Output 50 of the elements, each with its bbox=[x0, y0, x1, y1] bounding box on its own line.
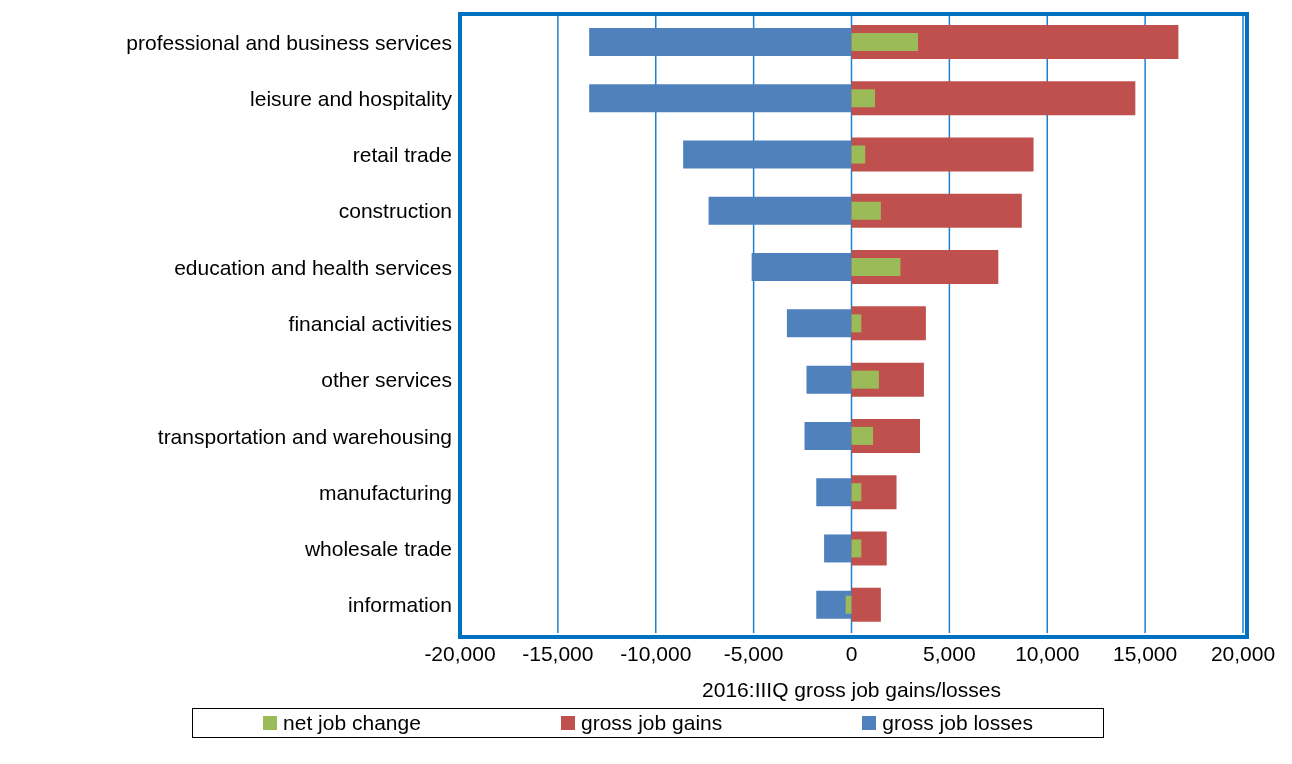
y-tick-label: other services bbox=[321, 368, 452, 392]
bar bbox=[851, 33, 919, 51]
bar bbox=[851, 370, 879, 389]
y-tick-label: manufacturing bbox=[318, 480, 452, 504]
x-tick-label: 10,000 bbox=[1015, 642, 1080, 665]
bar bbox=[804, 421, 852, 450]
x-tick-label: 20,000 bbox=[1210, 642, 1276, 665]
y-tick-label: information bbox=[348, 593, 452, 617]
bar bbox=[786, 309, 852, 338]
y-tick-label: professional and business services bbox=[126, 30, 452, 54]
y-tick-label: wholesale trade bbox=[303, 537, 452, 561]
bar bbox=[845, 595, 852, 614]
bar bbox=[851, 483, 862, 502]
y-tick-label: financial activities bbox=[288, 311, 452, 335]
legend-label: net job change bbox=[282, 711, 421, 735]
bar bbox=[851, 193, 1022, 228]
bar bbox=[851, 306, 926, 341]
bar bbox=[816, 478, 852, 507]
x-tick-label: -20,000 bbox=[424, 642, 496, 665]
bar bbox=[851, 314, 862, 333]
y-tick-label: retail trade bbox=[352, 143, 452, 167]
bar bbox=[683, 140, 852, 169]
bar bbox=[851, 258, 901, 277]
bar bbox=[851, 145, 866, 164]
bar bbox=[851, 81, 1136, 116]
bar bbox=[806, 365, 852, 394]
x-tick-label: -15,000 bbox=[522, 642, 594, 665]
legend-label: gross job gains bbox=[580, 711, 723, 735]
x-tick-label: 5,000 bbox=[923, 642, 976, 665]
y-tick-label: education and health services bbox=[174, 255, 452, 279]
bar bbox=[851, 89, 875, 108]
bar bbox=[589, 28, 852, 56]
x-axis-title: 2016:IIIQ gross job gains/losses bbox=[702, 678, 1001, 701]
y-tick-label: transportation and warehousing bbox=[157, 424, 452, 448]
y-tick-label: construction bbox=[338, 199, 452, 223]
bar bbox=[589, 84, 852, 113]
x-tick-label: 15,000 bbox=[1113, 642, 1178, 665]
bar bbox=[708, 196, 852, 225]
bar bbox=[851, 137, 1034, 172]
bar bbox=[824, 534, 852, 563]
x-tick-label: 0 bbox=[845, 642, 858, 665]
y-tick-label: leisure and hospitality bbox=[250, 86, 453, 110]
bar bbox=[851, 539, 862, 558]
x-tick-label: -10,000 bbox=[620, 642, 692, 665]
x-tick-label: -5,000 bbox=[723, 642, 784, 665]
bar bbox=[851, 426, 874, 445]
bar bbox=[751, 253, 852, 282]
bar bbox=[851, 587, 881, 622]
bar bbox=[851, 201, 881, 220]
legend-label: gross job losses bbox=[881, 711, 1033, 735]
